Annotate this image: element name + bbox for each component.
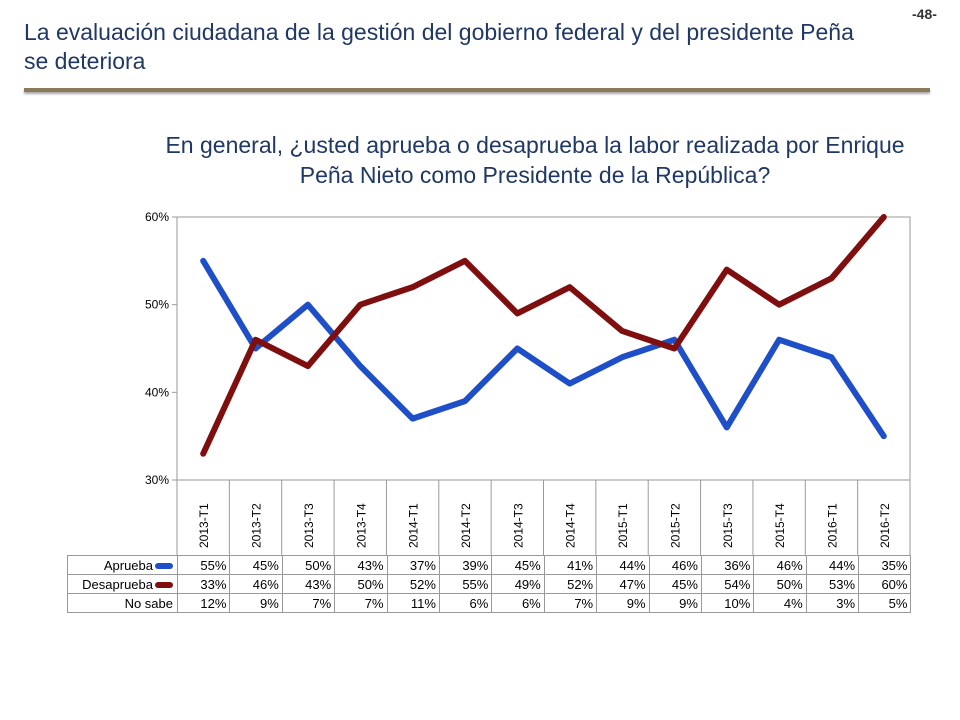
page-number: -48- [912, 6, 937, 22]
table-cell: 47% [596, 574, 650, 594]
x-category-label: 2013-T1 [197, 503, 211, 548]
series-line-desaprueba [200, 214, 887, 457]
table-cell: 55% [438, 574, 493, 594]
table-cell: 10% [700, 593, 755, 613]
table-cell: 50% [334, 574, 388, 594]
table-cell: 49% [491, 574, 545, 594]
table-cell: 46% [753, 555, 807, 575]
table-row: Desaprueba 33% 46% 43% 50% 52% 55% 49% 52% 47% 45%… [67, 574, 912, 594]
title-divider [24, 88, 930, 92]
table-cell: 53% [805, 574, 860, 594]
x-category-label: 2016-T2 [878, 503, 892, 548]
table-cell: 60% [858, 574, 912, 594]
slide-title: La evaluación ciudadana de la gestión de… [24, 19, 854, 74]
table-cell: 5% [858, 593, 912, 613]
table-cell: 50% [753, 574, 807, 594]
table-cell: 7% [543, 593, 598, 613]
x-category-label: 2015-T1 [616, 503, 630, 548]
row-label-text: Desaprueba [82, 576, 153, 592]
table-cell: 33% [176, 574, 231, 594]
table-cell: 45% [229, 555, 283, 575]
table-cell: 7% [281, 593, 336, 613]
row-label-text: No sabe [124, 595, 173, 611]
table-row: No sabe 12% 9% 7% 7% 11% 6% 6% 7% 9% 9% 10% 4% 3% 5% [67, 593, 912, 613]
table-cell: 35% [858, 555, 912, 575]
x-category-label: 2015-T4 [773, 503, 787, 548]
x-category-label: 2014-T2 [459, 503, 473, 548]
table-cell: 55% [176, 555, 231, 575]
table-cell: 9% [596, 593, 650, 613]
table-cell: 45% [491, 555, 545, 575]
x-category-label: 2014-T4 [564, 503, 578, 548]
y-tick-label: 30% [145, 473, 169, 487]
y-tick-label: 50% [145, 298, 169, 312]
table-cell: 46% [648, 555, 702, 575]
data-table: Aprueba 55% 45% 50% 43% 37% 39% 45% 41% 44% 46% 36%… [67, 555, 912, 613]
table-cell: 37% [386, 555, 440, 575]
table-cell: 44% [805, 555, 860, 575]
table-cell: 9% [229, 593, 283, 613]
x-category-label: 2014-T1 [407, 503, 421, 548]
table-cell: 6% [491, 593, 545, 613]
x-category-label: 2015-T3 [721, 503, 735, 548]
y-tick-label: 60% [145, 210, 169, 224]
row-label-text: Aprueba [103, 557, 153, 573]
chart-title: En general, ¿usted aprueba o desaprueba … [165, 132, 905, 188]
table-cell: 43% [281, 574, 336, 594]
x-category-label: 2013-T4 [354, 503, 368, 548]
table-cell: 50% [281, 555, 336, 575]
table-cell: 52% [543, 574, 598, 594]
table-cell: 4% [753, 593, 807, 613]
table-cell: 54% [700, 574, 755, 594]
table-cell: 11% [386, 593, 440, 613]
table-cell: 12% [176, 593, 231, 613]
table-cell: 3% [805, 593, 860, 613]
table-cell: 39% [438, 555, 493, 575]
y-tick-label: 40% [145, 385, 169, 399]
table-cell: 9% [648, 593, 702, 613]
x-category-label: 2013-T3 [302, 503, 316, 548]
x-category-label: 2013-T2 [250, 503, 264, 548]
table-row: Aprueba 55% 45% 50% 43% 37% 39% 45% 41% 44% 46% 36%… [67, 555, 912, 575]
x-category-label: 2016-T1 [825, 503, 839, 548]
row-label: No sabe [67, 593, 178, 613]
row-label: Aprueba [67, 555, 178, 575]
table-cell: 52% [386, 574, 440, 594]
table-cell: 36% [700, 555, 755, 575]
x-category-label: 2015-T2 [668, 503, 682, 548]
table-cell: 45% [648, 574, 702, 594]
table-cell: 43% [334, 555, 388, 575]
x-category-label: 2014-T3 [511, 503, 525, 548]
table-cell: 6% [438, 593, 493, 613]
series-line-aprueba [200, 257, 887, 440]
table-cell: 41% [543, 555, 598, 575]
table-cell: 46% [229, 574, 283, 594]
row-label: Desaprueba [67, 574, 178, 594]
table-cell: 44% [596, 555, 650, 575]
legend-key [155, 582, 173, 589]
table-cell: 7% [334, 593, 388, 613]
legend-key [155, 563, 173, 570]
